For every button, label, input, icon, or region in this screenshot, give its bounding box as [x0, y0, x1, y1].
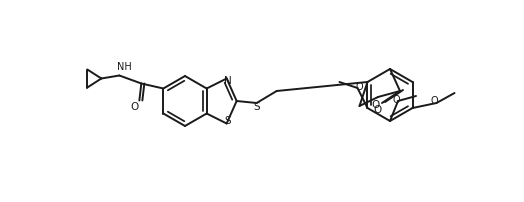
Text: NH: NH — [117, 62, 132, 73]
Text: S: S — [253, 102, 260, 112]
Text: O: O — [372, 100, 380, 110]
Text: O: O — [392, 95, 400, 105]
Text: N: N — [224, 77, 232, 86]
Text: O: O — [356, 82, 363, 92]
Text: S: S — [224, 116, 231, 125]
Text: O: O — [431, 96, 439, 106]
Text: O: O — [373, 105, 381, 115]
Text: O: O — [130, 101, 138, 112]
